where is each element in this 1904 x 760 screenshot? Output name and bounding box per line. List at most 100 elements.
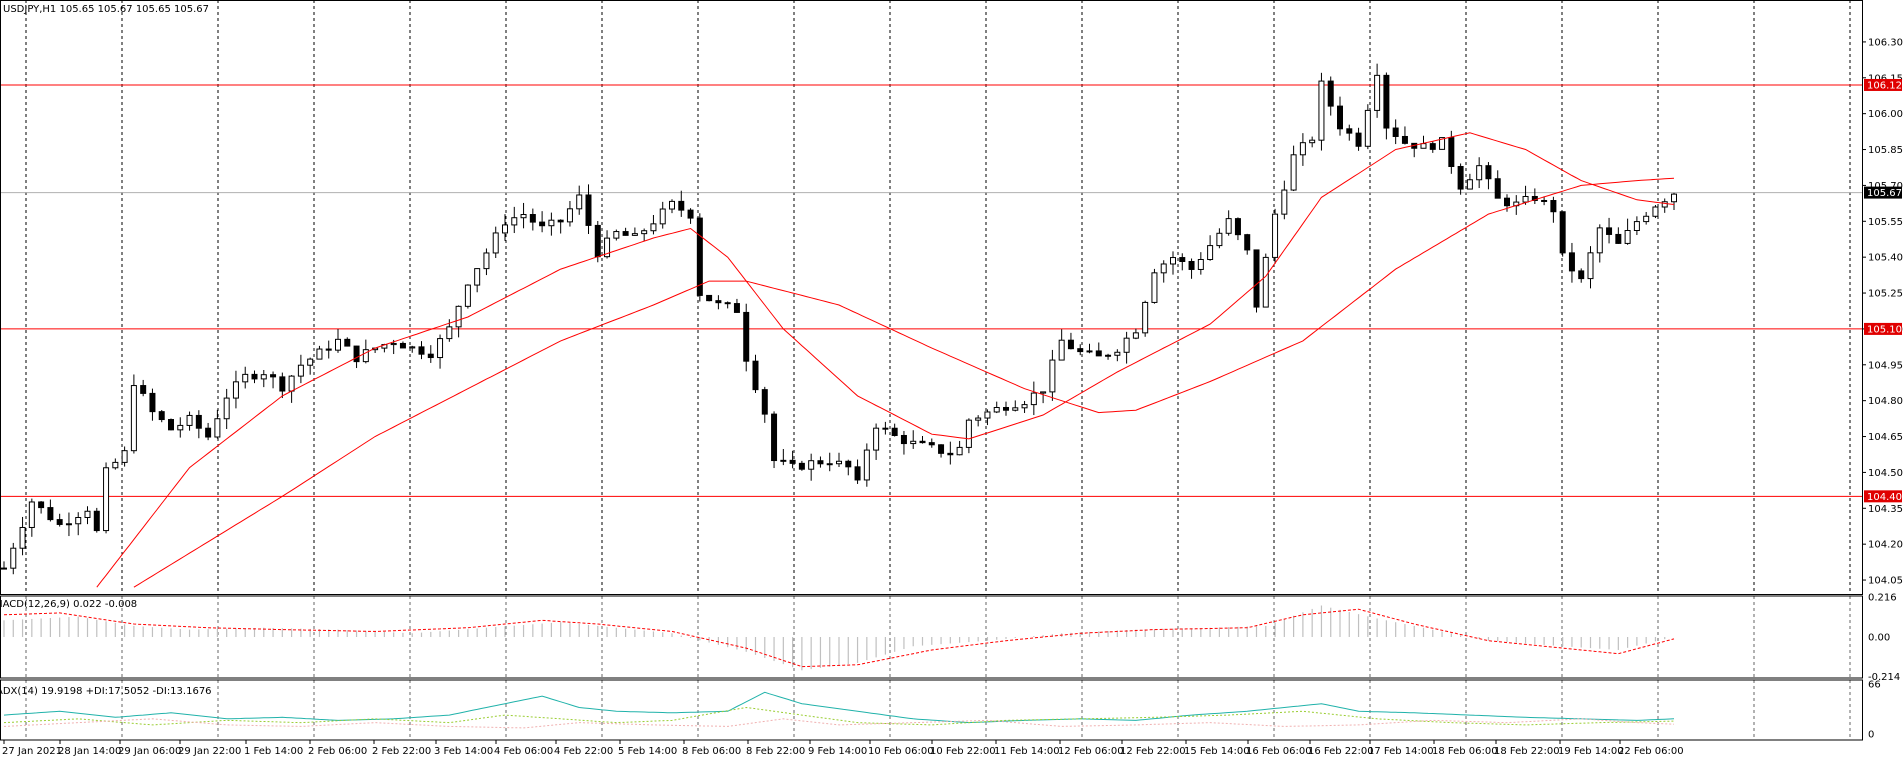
candle-body: [882, 427, 889, 430]
candle-body: [270, 374, 277, 378]
horizontal-levels: [0, 84, 1862, 497]
x-tick-label: 11 Feb 14:00: [994, 746, 1060, 757]
candle-body: [409, 346, 416, 349]
x-tick-label: 1 Feb 14:00: [244, 746, 303, 757]
candle-body: [1151, 272, 1158, 303]
current-price-tag: [1864, 186, 1902, 199]
candle-body: [1504, 197, 1510, 207]
x-tick-label: 4 Feb 06:00: [494, 746, 553, 757]
candle-body: [1216, 232, 1223, 247]
candle-body: [826, 463, 833, 466]
candle-body: [613, 231, 620, 239]
candle-body: [75, 517, 82, 525]
current-price-label: 105.67: [1867, 188, 1902, 199]
x-tick-label: 10 Feb 22:00: [930, 746, 996, 757]
candle-body: [687, 209, 694, 219]
candle-body: [1262, 256, 1269, 308]
candle-body: [715, 300, 722, 304]
candle-body: [604, 237, 611, 258]
candle-body: [10, 547, 17, 569]
macd-signal-line: [3, 608, 1675, 668]
candle-body: [1021, 404, 1028, 409]
slow-ma-line: [133, 177, 1675, 588]
candle-body: [984, 411, 991, 419]
candle-body: [47, 507, 54, 521]
x-tick-label: 9 Feb 14:00: [808, 746, 867, 757]
level-tag-label: 105.10: [1867, 324, 1902, 335]
candle-body: [19, 526, 26, 549]
adx-line: [3, 691, 1675, 724]
candle-body: [1003, 406, 1009, 411]
candle-body: [863, 449, 870, 481]
macd-y-tick-label: -0.214: [1868, 672, 1900, 683]
candle-body: [845, 460, 852, 468]
candle-body: [761, 389, 768, 415]
y-tick-label: 105.40: [1868, 253, 1903, 264]
candle-body: [696, 217, 703, 296]
y-tick-label: 104.50: [1868, 468, 1903, 479]
candle-body: [1541, 199, 1548, 202]
x-tick-label: 8 Feb 22:00: [746, 746, 805, 757]
y-tick-label: 104.35: [1868, 504, 1903, 515]
x-tick-label: 3 Feb 14:00: [434, 746, 493, 757]
candle-body: [492, 232, 499, 254]
x-tick-label: 17 Feb 14:00: [1368, 746, 1434, 757]
level-tag-label: 104.40: [1867, 492, 1902, 503]
x-tick-label: 10 Feb 06:00: [868, 746, 934, 757]
candle-body: [900, 434, 907, 445]
candle-body: [622, 231, 629, 236]
y-tick-label: 105.55: [1868, 217, 1903, 228]
x-tick-label: 12 Feb 06:00: [1058, 746, 1124, 757]
candle-body: [149, 392, 156, 413]
candle-body: [817, 460, 824, 465]
candle-body: [910, 440, 917, 445]
candle-body: [743, 311, 750, 362]
candle-body: [121, 450, 128, 463]
adx-panel: [3, 691, 1675, 729]
candle-body: [1160, 263, 1167, 274]
candle-body: [446, 326, 453, 340]
candle-body: [1012, 407, 1019, 411]
candles: [1, 63, 1677, 575]
y-tick-label: 104.05: [1868, 576, 1903, 587]
candle-body: [1457, 166, 1464, 190]
candle-body: [103, 467, 110, 532]
candle-body: [1550, 200, 1557, 213]
y-tick-label: 104.20: [1868, 540, 1903, 551]
x-tick-label: 18 Feb 22:00: [1494, 746, 1560, 757]
candle-body: [307, 358, 314, 366]
candle-body: [854, 466, 861, 481]
candle-body: [548, 219, 555, 227]
level-tag: [1864, 490, 1902, 503]
y-tick-label: 106.00: [1868, 109, 1903, 120]
y-tick-label: 105.70: [1868, 181, 1903, 192]
candle-body: [38, 501, 45, 509]
candle-body: [1142, 301, 1149, 334]
adx-header: ADX(14) 19.9198 +DI:17.5052 -DI:13.1676: [0, 686, 212, 697]
candle-body: [641, 230, 648, 235]
candle-body: [186, 414, 193, 426]
minus-di-line: [3, 718, 1675, 729]
x-tick-label: 22 Feb 06:00: [1618, 746, 1684, 757]
candle-body: [158, 411, 165, 421]
x-tick-label: 2 Feb 22:00: [372, 746, 431, 757]
candle-body: [1132, 332, 1139, 339]
candle-body: [520, 214, 527, 219]
candle-body: [798, 462, 805, 470]
x-tick-label: 16 Feb 22:00: [1308, 746, 1374, 757]
candle-body: [566, 208, 573, 223]
candle-body: [1606, 227, 1613, 235]
candle-body: [1086, 350, 1093, 353]
candle-body: [1327, 80, 1334, 107]
candle-body: [177, 424, 184, 431]
candle-body: [1383, 74, 1390, 129]
candle-body: [168, 419, 174, 431]
candle-body: [733, 303, 740, 313]
candle-body: [1253, 249, 1260, 308]
candle-body: [1578, 270, 1585, 280]
candle-body: [1355, 132, 1362, 147]
candle-body: [947, 452, 954, 456]
candle-body: [279, 376, 286, 392]
adx-y-tick-label: 66: [1868, 680, 1881, 691]
